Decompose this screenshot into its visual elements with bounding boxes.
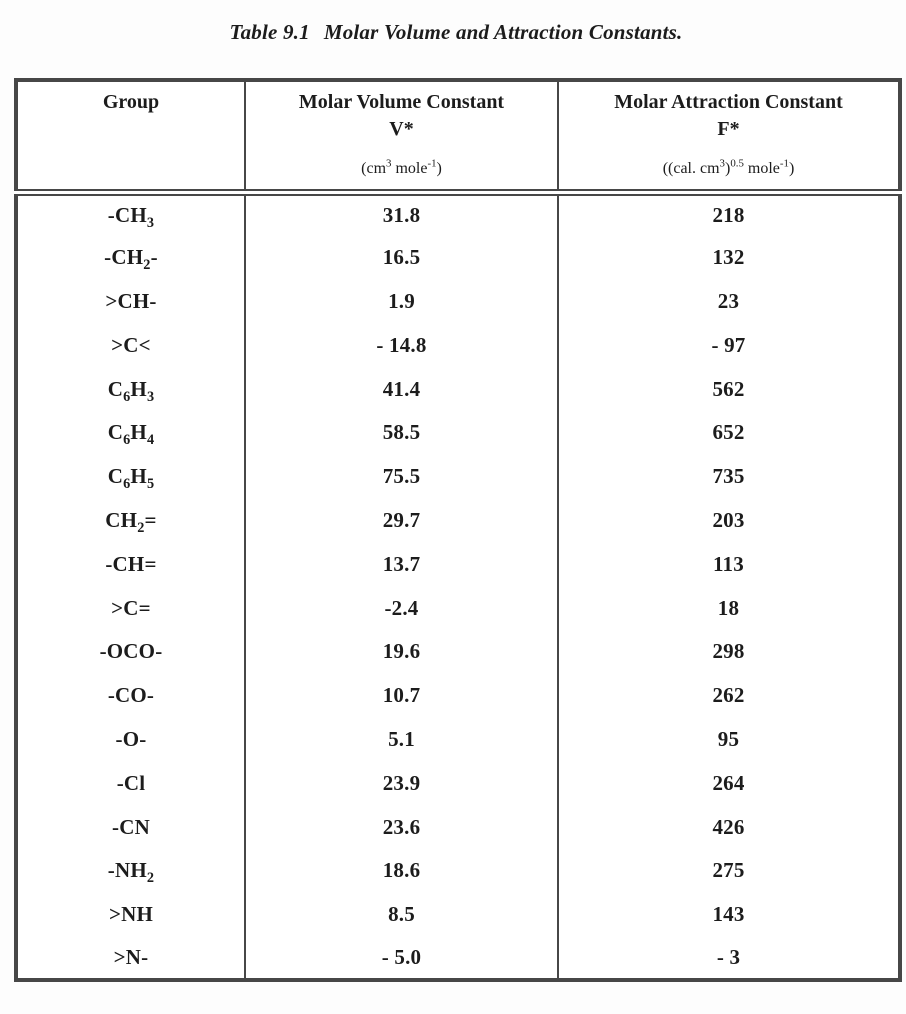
group-cell: C6H5	[107, 464, 155, 493]
column-header-group-label: Group	[102, 91, 160, 113]
column-header-group: Group	[16, 80, 245, 196]
molar-attraction-cell: 143	[557, 892, 900, 937]
table-row: C6H5 75.5 735	[16, 454, 900, 499]
group-cell: -CH2-	[104, 245, 158, 274]
molar-volume-cell: 58.5	[244, 410, 558, 455]
column-header-molar-volume-label: Molar Volume Constant	[298, 91, 505, 113]
group-cell: -CO-	[107, 683, 155, 708]
molar-volume-cell: 19.6	[244, 629, 558, 674]
table-row: >NH 8.5 143	[16, 892, 900, 937]
group-cell: -CH3	[107, 203, 155, 232]
table-header: Group Molar Volume Constant V* (cm3 mole…	[16, 80, 900, 196]
molar-volume-cell: - 14.8	[244, 323, 558, 368]
group-cell: >CH-	[105, 288, 157, 313]
group-cell: >C<	[111, 332, 151, 357]
table-row: CH2= 29.7 203	[16, 498, 900, 543]
molar-attraction-cell: 652	[557, 410, 900, 455]
table-row: -CO- 10.7 262	[16, 673, 900, 718]
table-row: -CH2- 16.5 132	[16, 235, 900, 280]
molar-volume-cell: 5.1	[244, 717, 558, 762]
molar-attraction-cell: 262	[557, 673, 900, 718]
molar-volume-cell: 1.9	[244, 279, 558, 324]
molar-attraction-cell: 562	[557, 367, 900, 411]
molar-volume-cell: 31.8	[244, 192, 558, 236]
group-cell: -Cl	[116, 770, 146, 795]
table-caption-title: Molar Volume and Attraction Constants.	[323, 20, 683, 44]
column-header-molar-volume: Molar Volume Constant V* (cm3 mole-1)	[244, 80, 558, 196]
molar-volume-cell: 10.7	[244, 673, 558, 718]
molar-attraction-cell: 275	[557, 848, 900, 893]
molar-volume-cell: 18.6	[244, 848, 558, 893]
group-cell: CH2=	[105, 507, 157, 537]
molar-volume-cell: 8.5	[244, 892, 558, 937]
group-cell: -O-	[115, 726, 147, 751]
table-row: -O- 5.1 95	[16, 717, 900, 762]
molar-attraction-cell: 426	[557, 805, 900, 849]
table-row: -CH3 31.8 218	[16, 192, 900, 236]
molar-attraction-cell: 203	[557, 498, 900, 543]
molar-attraction-cell: 298	[557, 629, 900, 674]
group-cell: -OCO-	[99, 639, 163, 664]
table-row: C6H4 58.5 652	[16, 410, 900, 455]
group-cell: >NH	[108, 902, 154, 927]
molar-attraction-cell: 735	[557, 454, 900, 499]
table-row: -NH2 18.6 275	[16, 848, 900, 893]
table-caption: Table 9.1 Molar Volume and Attraction Con…	[14, 20, 898, 45]
table-row: -OCO- 19.6 298	[16, 629, 900, 674]
table-row: >CH- 1.9 23	[16, 279, 900, 324]
molar-volume-cell: 75.5	[244, 454, 558, 499]
table-row: >C< - 14.8- 97	[16, 323, 900, 368]
header-row: Group Molar Volume Constant V* (cm3 mole…	[16, 80, 900, 196]
molar-attraction-cell: 264	[557, 761, 900, 806]
column-header-molar-volume-symbol: V*	[389, 118, 414, 140]
column-header-molar-attraction: Molar Attraction Constant F* ((cal. cm3)…	[557, 80, 900, 196]
molar-volume-cell: 16.5	[244, 235, 558, 280]
table-row: -Cl 23.9 264	[16, 761, 900, 806]
table-row: -CH= 13.7 113	[16, 542, 900, 587]
table-row: C6H3 41.4 562	[16, 367, 900, 411]
molar-volume-cell: 23.9	[244, 761, 558, 806]
group-cell: -CN	[112, 814, 150, 839]
molar-attraction-cell: - 3	[557, 936, 900, 981]
table-body: -CH3 31.8 218 -CH2- 16.5 132 >CH- 1.9 23 >C< - 14.…	[16, 192, 900, 981]
group-cell: C6H4	[107, 420, 155, 449]
molar-volume-cell: -2.4	[244, 586, 558, 630]
column-header-molar-attraction-label: Molar Attraction Constant	[614, 91, 843, 113]
group-cell: >N-	[113, 944, 149, 969]
molar-attraction-cell: - 97	[557, 323, 900, 368]
group-cell: >C=	[111, 595, 151, 620]
molar-attraction-cell: 218	[557, 192, 900, 236]
group-cell: -NH2	[107, 858, 155, 887]
group-cell: C6H3	[107, 376, 155, 405]
molar-volume-cell: - 5.0	[244, 936, 558, 981]
group-cell: -CH=	[105, 551, 157, 576]
molar-volume-cell: 13.7	[244, 542, 558, 587]
molar-attraction-cell: 113	[557, 542, 900, 587]
table-caption-number: Table 9.1	[229, 20, 310, 44]
molar-attraction-cell: 18	[557, 586, 900, 630]
table-row: -CN 23.6 426	[16, 805, 900, 849]
molar-attraction-cell: 23	[557, 279, 900, 324]
column-header-molar-attraction-symbol: F*	[717, 118, 740, 140]
molar-attraction-cell: 95	[557, 717, 900, 762]
table-row: >C= -2.4 18	[16, 586, 900, 630]
table-row: >N- - 5.0- 3	[16, 936, 900, 981]
molar-volume-cell: 29.7	[244, 498, 558, 543]
molar-volume-cell: 23.6	[244, 805, 558, 849]
molar-volume-cell: 41.4	[244, 367, 558, 411]
column-header-molar-volume-units: (cm3 mole-1)	[361, 157, 442, 177]
molar-constants-table: Group Molar Volume Constant V* (cm3 mole…	[14, 78, 902, 983]
molar-attraction-cell: 132	[557, 235, 900, 280]
column-header-molar-attraction-units: ((cal. cm3)0.5 mole-1)	[662, 157, 795, 177]
